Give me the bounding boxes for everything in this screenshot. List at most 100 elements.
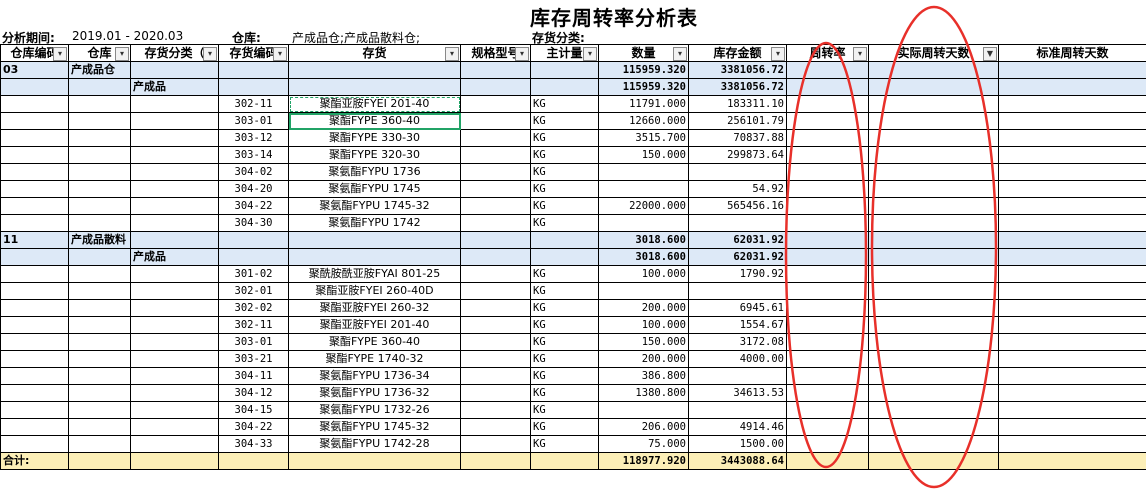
warehouse-cell[interactable] xyxy=(68,265,131,283)
quantity-cell[interactable] xyxy=(598,180,689,198)
standard-days-cell[interactable] xyxy=(998,197,1146,215)
amount-cell[interactable]: 4914.46 xyxy=(688,418,787,436)
category-cell[interactable] xyxy=(130,265,219,283)
dropdown-arrow-icon[interactable]: ▾ xyxy=(53,47,67,61)
category-cell[interactable]: 产成品 xyxy=(130,78,219,96)
turnover-rate-cell[interactable] xyxy=(786,214,869,232)
warehouse-cell[interactable] xyxy=(68,78,131,96)
column-header[interactable]: 存货 ▾ xyxy=(288,44,461,62)
spec-cell[interactable] xyxy=(460,231,531,249)
total-empty-cell[interactable] xyxy=(68,452,131,470)
warehouse-code-cell[interactable] xyxy=(0,418,69,436)
category-cell[interactable]: 产成品 xyxy=(130,248,219,266)
spec-cell[interactable] xyxy=(460,95,531,113)
quantity-cell[interactable]: 75.000 xyxy=(598,435,689,453)
warehouse-code-cell[interactable] xyxy=(0,78,69,96)
amount-cell[interactable]: 1790.92 xyxy=(688,265,787,283)
turnover-rate-cell[interactable] xyxy=(786,95,869,113)
unit-cell[interactable]: KG xyxy=(530,401,599,419)
turnover-rate-cell[interactable] xyxy=(786,197,869,215)
actual-days-cell[interactable] xyxy=(868,435,999,453)
actual-days-cell[interactable] xyxy=(868,299,999,317)
item-code-cell[interactable]: 304-12 xyxy=(218,384,289,402)
turnover-rate-cell[interactable] xyxy=(786,163,869,181)
warehouse-code-cell[interactable] xyxy=(0,282,69,300)
unit-cell[interactable]: KG xyxy=(530,350,599,368)
turnover-rate-cell[interactable] xyxy=(786,265,869,283)
item-code-cell[interactable]: 304-22 xyxy=(218,418,289,436)
item-code-cell[interactable]: 304-20 xyxy=(218,180,289,198)
amount-cell[interactable] xyxy=(688,214,787,232)
standard-days-cell[interactable] xyxy=(998,214,1146,232)
quantity-cell[interactable]: 22000.000 xyxy=(598,197,689,215)
category-cell[interactable] xyxy=(130,367,219,385)
warehouse-code-cell[interactable] xyxy=(0,401,69,419)
item-name-cell[interactable]: 聚氨酯FYPU 1745-32 xyxy=(288,418,461,436)
item-name-cell[interactable]: 聚氨酯FYPU 1745 xyxy=(288,180,461,198)
standard-days-cell[interactable] xyxy=(998,129,1146,147)
spec-cell[interactable] xyxy=(460,197,531,215)
quantity-cell[interactable] xyxy=(598,401,689,419)
dropdown-arrow-icon[interactable]: ▾ xyxy=(771,47,785,61)
standard-days-cell[interactable] xyxy=(998,333,1146,351)
warehouse-code-cell[interactable] xyxy=(0,367,69,385)
amount-cell[interactable]: 4000.00 xyxy=(688,350,787,368)
spec-cell[interactable] xyxy=(460,333,531,351)
item-name-cell[interactable]: 聚氨酯FYPU 1736-32 xyxy=(288,384,461,402)
standard-days-cell[interactable] xyxy=(998,146,1146,164)
unit-cell[interactable]: KG xyxy=(530,299,599,317)
warehouse-code-cell[interactable] xyxy=(0,299,69,317)
item-code-cell[interactable]: 303-21 xyxy=(218,350,289,368)
actual-days-cell[interactable] xyxy=(868,333,999,351)
standard-days-cell[interactable] xyxy=(998,384,1146,402)
category-cell[interactable] xyxy=(130,112,219,130)
spec-cell[interactable] xyxy=(460,435,531,453)
item-name-cell[interactable] xyxy=(288,248,461,266)
actual-days-cell[interactable] xyxy=(868,197,999,215)
turnover-rate-cell[interactable] xyxy=(786,333,869,351)
item-code-cell[interactable]: 304-22 xyxy=(218,197,289,215)
quantity-cell[interactable]: 11791.000 xyxy=(598,95,689,113)
column-header[interactable]: 规格型号 ▾ xyxy=(460,44,531,62)
item-name-cell[interactable] xyxy=(288,78,461,96)
warehouse-cell[interactable] xyxy=(68,163,131,181)
warehouse-code-cell[interactable] xyxy=(0,350,69,368)
amount-cell[interactable]: 1500.00 xyxy=(688,435,787,453)
spec-cell[interactable] xyxy=(460,214,531,232)
unit-cell[interactable]: KG xyxy=(530,129,599,147)
column-header[interactable]: 存货编码 ▾ xyxy=(218,44,289,62)
turnover-rate-cell[interactable] xyxy=(786,350,869,368)
item-code-cell[interactable]: 301-02 xyxy=(218,265,289,283)
quantity-cell[interactable] xyxy=(598,282,689,300)
warehouse-code-cell[interactable] xyxy=(0,248,69,266)
quantity-cell[interactable] xyxy=(598,214,689,232)
turnover-rate-cell[interactable] xyxy=(786,112,869,130)
warehouse-cell[interactable]: 产成品散料 xyxy=(68,231,131,249)
warehouse-code-cell[interactable] xyxy=(0,435,69,453)
spec-cell[interactable] xyxy=(460,299,531,317)
item-name-cell[interactable] xyxy=(288,231,461,249)
total-empty-cell[interactable] xyxy=(530,452,599,470)
amount-cell[interactable]: 34613.53 xyxy=(688,384,787,402)
item-name-cell[interactable]: 聚氨酯FYPU 1745-32 xyxy=(288,197,461,215)
item-code-cell[interactable]: 304-11 xyxy=(218,367,289,385)
warehouse-cell[interactable] xyxy=(68,384,131,402)
amount-cell[interactable]: 299873.64 xyxy=(688,146,787,164)
warehouse-cell[interactable]: 产成品仓 xyxy=(68,61,131,79)
item-code-cell[interactable]: 303-01 xyxy=(218,333,289,351)
item-code-cell[interactable]: 303-01 xyxy=(218,112,289,130)
quantity-cell[interactable]: 200.000 xyxy=(598,299,689,317)
column-header[interactable]: 主计量 ▾ xyxy=(530,44,599,62)
warehouse-code-cell[interactable] xyxy=(0,95,69,113)
spec-cell[interactable] xyxy=(460,146,531,164)
column-header[interactable]: 标准周转天数 xyxy=(998,44,1146,62)
spec-cell[interactable] xyxy=(460,248,531,266)
standard-days-cell[interactable] xyxy=(998,248,1146,266)
warehouse-code-cell[interactable] xyxy=(0,163,69,181)
amount-cell[interactable]: 183311.10 xyxy=(688,95,787,113)
item-name-cell[interactable]: 聚氨酯FYPU 1742-28 xyxy=(288,435,461,453)
item-name-cell[interactable]: 聚酯FYPE 360-40 xyxy=(288,112,461,130)
amount-cell[interactable]: 54.92 xyxy=(688,180,787,198)
unit-cell[interactable]: KG xyxy=(530,435,599,453)
item-code-cell[interactable]: 302-01 xyxy=(218,282,289,300)
